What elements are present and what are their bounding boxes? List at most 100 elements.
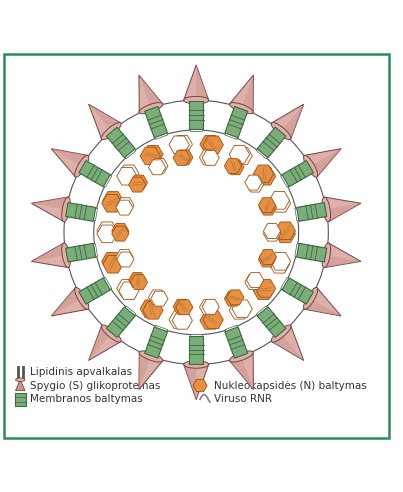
Polygon shape (253, 282, 274, 300)
Ellipse shape (303, 287, 318, 309)
Polygon shape (115, 306, 136, 327)
Polygon shape (112, 223, 129, 239)
Polygon shape (232, 147, 252, 165)
Polygon shape (139, 352, 151, 390)
Polygon shape (270, 252, 291, 270)
Ellipse shape (75, 155, 89, 177)
Polygon shape (281, 104, 304, 139)
Polygon shape (270, 194, 291, 212)
Polygon shape (230, 357, 253, 390)
Polygon shape (256, 306, 277, 327)
Polygon shape (119, 165, 139, 183)
Text: Nukleokapsidės (N) baltymas: Nukleokapsidės (N) baltymas (214, 381, 366, 391)
Ellipse shape (101, 123, 121, 140)
Polygon shape (79, 278, 110, 304)
Polygon shape (31, 197, 68, 222)
Polygon shape (295, 206, 314, 221)
Polygon shape (117, 252, 134, 267)
Polygon shape (89, 104, 121, 139)
Polygon shape (225, 327, 248, 358)
Polygon shape (139, 75, 163, 112)
Polygon shape (117, 279, 137, 297)
Polygon shape (130, 175, 147, 190)
Polygon shape (199, 150, 217, 165)
Text: Spygio (S) glikoproteinas: Spygio (S) glikoproteinas (30, 381, 160, 391)
Polygon shape (139, 352, 163, 390)
Polygon shape (225, 325, 243, 346)
Polygon shape (196, 65, 209, 100)
Polygon shape (79, 244, 98, 259)
Polygon shape (282, 278, 314, 304)
Polygon shape (193, 379, 207, 392)
Polygon shape (106, 127, 135, 158)
Polygon shape (304, 149, 341, 177)
Polygon shape (51, 287, 82, 316)
Polygon shape (272, 334, 304, 361)
Polygon shape (117, 167, 137, 185)
Polygon shape (169, 311, 189, 329)
Polygon shape (64, 203, 83, 218)
Ellipse shape (184, 361, 209, 368)
Polygon shape (140, 147, 160, 165)
Polygon shape (258, 252, 276, 267)
Polygon shape (149, 290, 166, 305)
Polygon shape (294, 160, 315, 180)
Polygon shape (281, 277, 302, 297)
Ellipse shape (230, 351, 253, 362)
Polygon shape (116, 249, 133, 265)
Ellipse shape (62, 197, 71, 222)
Polygon shape (176, 300, 193, 315)
Polygon shape (241, 75, 253, 112)
Polygon shape (149, 160, 166, 175)
Circle shape (94, 130, 299, 335)
Polygon shape (106, 126, 126, 148)
Polygon shape (106, 307, 135, 338)
Polygon shape (51, 149, 88, 166)
Polygon shape (189, 101, 203, 129)
Text: Lipidinis apvalkalas: Lipidinis apvalkalas (30, 367, 132, 377)
Ellipse shape (139, 351, 163, 362)
Polygon shape (230, 75, 253, 112)
Polygon shape (311, 149, 341, 177)
Polygon shape (145, 339, 162, 360)
Polygon shape (264, 226, 280, 241)
Polygon shape (119, 282, 139, 300)
Ellipse shape (139, 103, 163, 114)
Polygon shape (102, 194, 122, 212)
Polygon shape (247, 273, 264, 287)
Polygon shape (232, 300, 252, 317)
Polygon shape (269, 255, 290, 273)
Polygon shape (272, 326, 304, 361)
Polygon shape (51, 287, 88, 316)
Polygon shape (64, 246, 83, 262)
Polygon shape (294, 285, 315, 305)
Polygon shape (202, 299, 219, 314)
Polygon shape (184, 365, 196, 400)
Polygon shape (106, 317, 126, 338)
Ellipse shape (62, 243, 71, 268)
Polygon shape (51, 149, 88, 177)
Ellipse shape (16, 378, 25, 381)
Polygon shape (304, 298, 341, 316)
Polygon shape (310, 203, 328, 218)
Polygon shape (272, 104, 304, 139)
Polygon shape (115, 138, 136, 159)
Polygon shape (297, 244, 327, 262)
Polygon shape (169, 136, 189, 154)
Polygon shape (225, 106, 248, 138)
Polygon shape (89, 326, 121, 361)
Polygon shape (245, 275, 262, 289)
Polygon shape (224, 291, 241, 306)
Polygon shape (189, 336, 203, 364)
Ellipse shape (101, 325, 121, 342)
Polygon shape (266, 126, 287, 148)
Polygon shape (151, 158, 168, 173)
Polygon shape (304, 287, 341, 316)
Polygon shape (117, 198, 134, 213)
Polygon shape (324, 243, 361, 268)
Polygon shape (324, 197, 361, 222)
Polygon shape (150, 325, 167, 346)
Polygon shape (200, 311, 220, 329)
Ellipse shape (322, 243, 330, 268)
Polygon shape (275, 222, 295, 240)
